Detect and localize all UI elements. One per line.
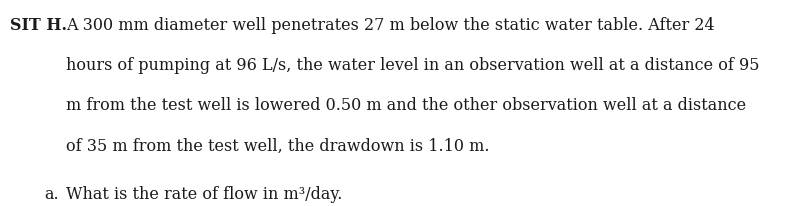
- Text: SIT H.: SIT H.: [10, 16, 67, 33]
- Text: hours of pumping at 96 L/s, the water level in an observation well at a distance: hours of pumping at 96 L/s, the water le…: [66, 57, 759, 74]
- Text: m from the test well is lowered 0.50 m and the other observation well at a dista: m from the test well is lowered 0.50 m a…: [66, 97, 746, 114]
- Text: of 35 m from the test well, the drawdown is 1.10 m.: of 35 m from the test well, the drawdown…: [66, 137, 489, 154]
- Text: a.: a.: [44, 185, 59, 202]
- Text: A 300 mm diameter well penetrates 27 m below the static water table. After 24: A 300 mm diameter well penetrates 27 m b…: [66, 16, 715, 33]
- Text: What is the rate of flow in m³/day.: What is the rate of flow in m³/day.: [66, 185, 342, 202]
